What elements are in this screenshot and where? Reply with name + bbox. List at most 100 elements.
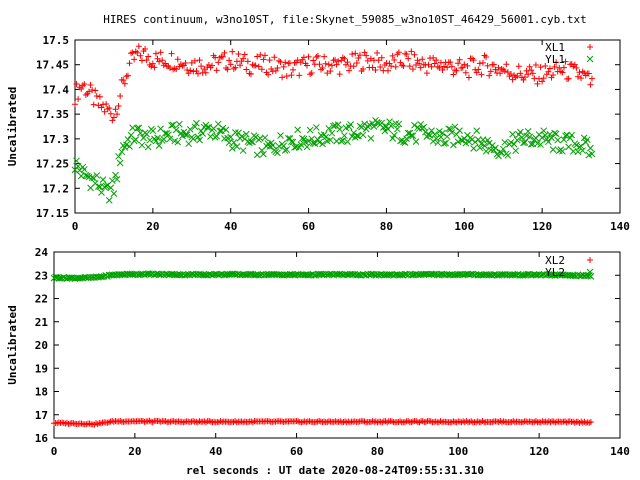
data-point <box>260 150 267 158</box>
data-point <box>395 49 402 56</box>
data-point <box>61 274 69 282</box>
data-point <box>95 102 102 109</box>
data-point <box>587 81 594 88</box>
x-tick-label: 140 <box>610 445 630 458</box>
data-point <box>118 148 126 156</box>
data-point <box>481 142 488 150</box>
data-point <box>534 80 541 87</box>
data-point <box>390 131 398 139</box>
x-tick-label: 20 <box>128 445 141 458</box>
data-point <box>149 60 156 67</box>
data-point <box>407 132 415 139</box>
data-point <box>464 62 471 69</box>
data-point <box>283 73 290 80</box>
data-point <box>475 66 482 73</box>
data-point <box>101 108 108 115</box>
series-XL1 <box>72 43 595 124</box>
data-point <box>344 138 351 146</box>
data-point <box>346 67 353 74</box>
data-point <box>501 138 509 146</box>
data-point <box>186 126 194 133</box>
data-point <box>344 59 351 66</box>
data-point <box>114 111 121 118</box>
data-point <box>289 138 297 146</box>
data-point <box>560 136 568 143</box>
data-point <box>254 53 261 60</box>
data-point <box>193 119 200 127</box>
data-point <box>232 129 239 136</box>
data-point <box>109 117 116 124</box>
data-point <box>428 127 435 134</box>
data-point <box>239 147 247 154</box>
data-point <box>333 61 340 68</box>
data-point <box>109 177 116 185</box>
data-point <box>522 74 529 81</box>
legend-label: YL1 <box>545 53 565 66</box>
data-point <box>378 54 385 61</box>
data-point <box>539 78 546 85</box>
data-point <box>95 183 102 190</box>
data-point <box>540 127 548 135</box>
data-point <box>310 57 317 64</box>
x-tick-label: 20 <box>146 220 159 233</box>
data-point <box>325 61 332 68</box>
data-point <box>213 67 220 74</box>
data-point <box>107 184 115 192</box>
data-point <box>255 63 262 70</box>
data-point <box>356 52 363 59</box>
data-point <box>499 145 507 153</box>
data-point <box>369 64 376 71</box>
data-point <box>432 135 440 142</box>
data-point <box>152 137 160 145</box>
data-point <box>504 152 512 159</box>
data-point <box>450 141 457 149</box>
data-point <box>98 189 105 196</box>
data-point <box>72 101 78 108</box>
data-point <box>311 140 319 147</box>
data-point <box>412 138 420 145</box>
data-point <box>448 63 455 70</box>
x-tick-label: 40 <box>224 220 237 233</box>
data-point <box>409 66 416 73</box>
data-point <box>242 130 250 138</box>
data-point <box>508 70 514 77</box>
data-point <box>335 58 342 65</box>
data-point <box>538 134 546 142</box>
data-point <box>487 68 494 75</box>
data-point <box>386 118 393 125</box>
data-point <box>228 145 236 152</box>
data-point <box>552 130 560 138</box>
y-tick-label: 22 <box>35 293 48 306</box>
data-point <box>434 139 442 147</box>
data-point <box>514 72 521 79</box>
data-point <box>98 104 105 111</box>
data-point <box>363 52 370 59</box>
data-point <box>143 57 150 64</box>
data-point <box>221 49 228 56</box>
data-point <box>536 75 543 82</box>
data-point <box>406 63 413 70</box>
data-point <box>414 57 421 64</box>
data-point <box>364 57 371 64</box>
data-point <box>378 119 386 127</box>
data-point <box>204 124 211 131</box>
data-point <box>433 57 440 64</box>
data-point <box>455 60 462 67</box>
data-point <box>157 49 164 56</box>
data-point <box>336 125 344 133</box>
data-point <box>215 59 222 66</box>
data-point <box>237 62 244 69</box>
data-point <box>123 73 130 80</box>
data-point <box>89 86 96 93</box>
data-point <box>209 62 216 69</box>
x-tick-label: 60 <box>302 220 315 233</box>
data-point <box>419 56 426 63</box>
data-point <box>155 142 163 149</box>
legend-label: XL2 <box>545 254 565 267</box>
data-point <box>216 54 223 61</box>
data-point <box>194 133 202 141</box>
data-point <box>260 56 267 63</box>
data-point <box>384 67 391 74</box>
data-point <box>507 138 515 146</box>
data-point <box>479 59 486 66</box>
